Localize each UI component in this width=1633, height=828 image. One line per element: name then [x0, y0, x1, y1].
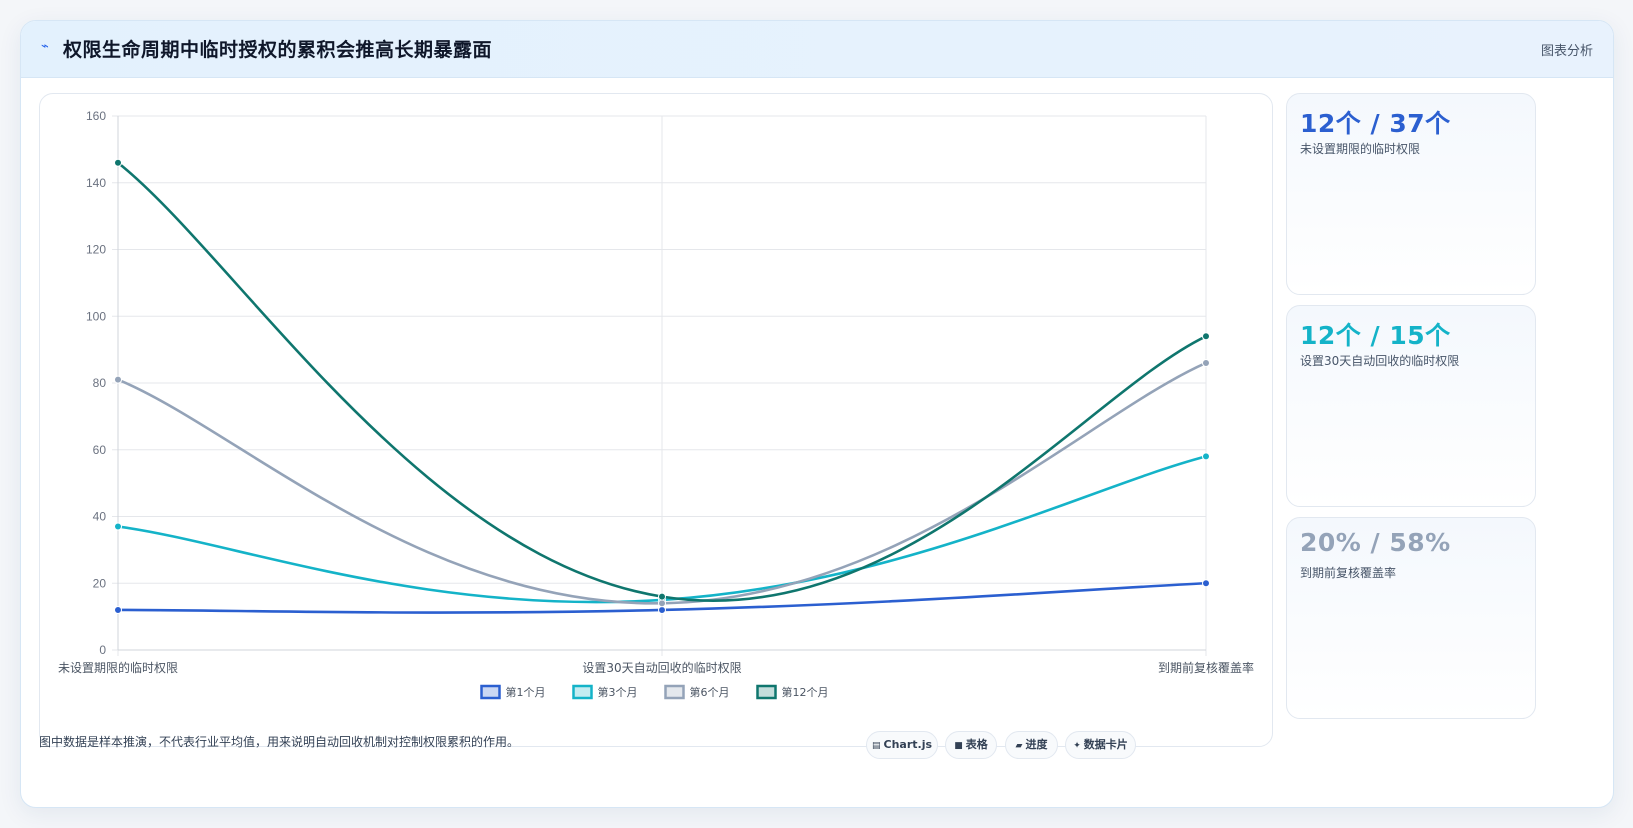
legend-item: 第1个月: [480, 684, 546, 700]
y-tick-label: 160: [86, 109, 106, 123]
legend-label: 第1个月: [506, 685, 546, 699]
data-point: [114, 522, 122, 531]
legend-item: 第12个月: [756, 684, 829, 700]
stat-label: 设置30天自动回收的临时权限: [1300, 354, 1460, 368]
page-title: 权限生命周期中临时授权的累积会推高长期暴露面: [63, 39, 493, 61]
stat-value: 12个 / 15个: [1300, 321, 1451, 350]
chartjs-button[interactable]: ▤ Chart.js: [866, 731, 938, 759]
stat-card-review-coverage: 20% / 58% 到期前复核覆盖率: [1286, 517, 1536, 719]
y-tick-label: 0: [99, 643, 106, 657]
data-point: [114, 158, 122, 167]
y-tick-label: 80: [93, 376, 107, 390]
data-point: [1202, 579, 1210, 588]
y-tick-label: 60: [93, 443, 107, 457]
chart-panel: 0 20 40 60 80 100 120 140 160 未设置期限的临时权限 设置30天自动回收…: [39, 93, 1273, 747]
data-point: [658, 599, 666, 608]
legend-label: 第12个月: [782, 685, 829, 699]
y-tick-label: 120: [86, 243, 106, 257]
stat-label: 未设置期限的临时权限: [1300, 142, 1421, 156]
table-icon: ■: [954, 741, 963, 751]
data-point: [114, 375, 122, 384]
data-point: [658, 592, 666, 601]
report-card: ⌁ 权限生命周期中临时授权的累积会推高长期暴露面 图表分析 0 20 40 60 80 1…: [20, 20, 1614, 808]
stat-card-auto-revoke: 12个 / 15个 设置30天自动回收的临时权限: [1286, 305, 1536, 507]
data-point: [658, 605, 666, 614]
footnote: 图中数据是样本推演，不代表行业平均值，用来说明自动回收机制对控制权限累积的作用。: [39, 735, 520, 749]
stat-label: 到期前复核覆盖率: [1300, 566, 1397, 580]
legend-item: 第6个月: [664, 684, 730, 700]
progress-icon: ▰: [1015, 741, 1023, 751]
x-tick-label: 到期前复核覆盖率: [1158, 660, 1254, 675]
stat-value: 12个 / 37个: [1300, 109, 1451, 138]
legend-label: 第3个月: [598, 685, 638, 699]
legend-swatch: [480, 684, 501, 700]
stat-value: 20% / 58%: [1300, 528, 1451, 557]
trend-icon: ⌁: [41, 39, 49, 54]
y-tick-label: 100: [86, 309, 106, 323]
stat-card-no-expiry: 12个 / 37个 未设置期限的临时权限: [1286, 93, 1536, 295]
y-tick-label: 140: [86, 176, 106, 190]
data-cards-button[interactable]: ✦ 数据卡片: [1065, 731, 1136, 759]
data-point: [1202, 452, 1210, 461]
data-point: [114, 605, 122, 614]
y-tick-label: 40: [93, 510, 107, 524]
legend-swatch: [756, 684, 777, 700]
x-tick-label: 设置30天自动回收的临时权限: [582, 660, 741, 675]
y-tick-label: 20: [93, 576, 107, 590]
data-point: [1202, 358, 1210, 367]
legend-swatch: [572, 684, 593, 700]
chart-icon: ▤: [871, 741, 881, 751]
card-header: ⌁ 权限生命周期中临时授权的累积会推高长期暴露面 图表分析: [21, 21, 1613, 78]
line-chart: 0 20 40 60 80 100 120 140 160 未设置期限的临时权限 设置30天自动回收…: [58, 109, 1254, 700]
chart-analysis-tag[interactable]: 图表分析: [1540, 44, 1593, 59]
legend-label: 第6个月: [690, 685, 730, 699]
legend-item: 第3个月: [572, 684, 638, 700]
x-tick-label: 未设置期限的临时权限: [58, 660, 178, 675]
progress-button[interactable]: ▰ 进度: [1005, 731, 1058, 759]
legend-swatch: [664, 684, 685, 700]
data-point: [1202, 332, 1210, 341]
sparkle-icon: ✦: [1073, 741, 1081, 751]
table-button[interactable]: ■ 表格: [945, 731, 997, 759]
